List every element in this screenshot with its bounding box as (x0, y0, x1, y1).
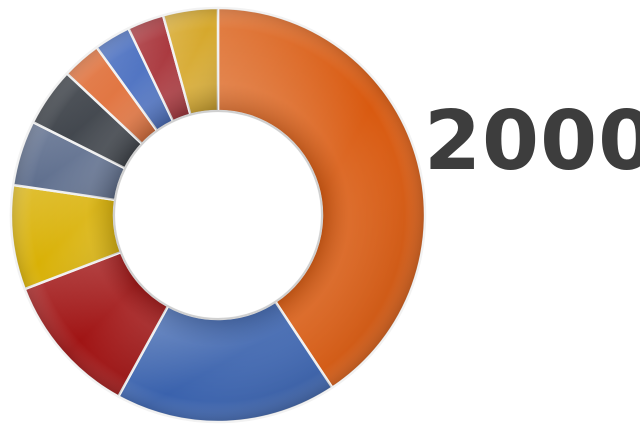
slices-layer (9, 6, 427, 424)
donut-hole-edge (113, 110, 323, 320)
year-label: 2000 (424, 94, 640, 189)
